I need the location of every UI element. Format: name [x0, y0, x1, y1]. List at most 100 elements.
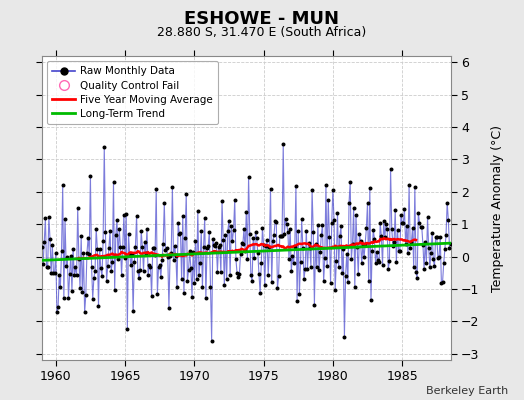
Point [190, 280, 199, 286]
Point [429, 256, 438, 262]
Point [297, 259, 305, 266]
Point [395, 248, 403, 254]
Point [330, 216, 338, 223]
Point [255, 271, 263, 278]
Point [174, 220, 182, 226]
Point [264, 272, 272, 278]
Point [63, 254, 71, 261]
Point [147, 293, 156, 299]
Point [89, 296, 97, 302]
Point [136, 267, 144, 273]
Point [79, 250, 88, 256]
Point [243, 256, 252, 262]
Point [172, 252, 180, 259]
Point [205, 229, 213, 235]
Point [76, 285, 84, 291]
Point [324, 196, 332, 203]
Point [235, 271, 244, 278]
Point [178, 276, 186, 283]
Point [269, 238, 277, 244]
Point [105, 245, 113, 252]
Point [359, 242, 367, 248]
Point [166, 252, 174, 259]
Point [157, 274, 165, 280]
Point [441, 246, 449, 252]
Point [300, 276, 308, 282]
Point [150, 245, 158, 252]
Point [48, 242, 57, 248]
Point [165, 304, 173, 311]
Text: 28.880 S, 31.470 E (South Africa): 28.880 S, 31.470 E (South Africa) [157, 26, 367, 39]
Point [369, 227, 377, 234]
Point [252, 228, 260, 235]
Point [307, 264, 315, 270]
Point [116, 244, 125, 250]
Point [344, 278, 352, 285]
Point [355, 231, 364, 238]
Point [385, 258, 394, 264]
Point [86, 172, 95, 179]
Point [137, 228, 145, 234]
Point [140, 239, 149, 245]
Point [188, 294, 196, 300]
Point [133, 212, 141, 219]
Point [435, 253, 443, 260]
Point [345, 199, 353, 206]
Point [337, 223, 345, 230]
Point [163, 254, 172, 260]
Point [287, 268, 296, 274]
Point [173, 284, 181, 290]
Point [384, 265, 392, 272]
Point [280, 231, 289, 238]
Point [85, 250, 93, 257]
Point [400, 206, 409, 212]
Point [187, 265, 195, 271]
Point [98, 273, 106, 280]
Point [201, 214, 209, 221]
Point [144, 272, 152, 278]
Point [271, 218, 279, 224]
Point [318, 222, 326, 228]
Point [101, 229, 110, 235]
Point [40, 239, 48, 246]
Point [230, 226, 238, 233]
Point [175, 231, 183, 237]
Point [152, 185, 160, 192]
Point [382, 220, 390, 227]
Point [219, 236, 227, 243]
Point [285, 256, 293, 262]
Point [49, 269, 58, 276]
Point [392, 258, 400, 265]
Point [352, 212, 360, 218]
Point [422, 260, 431, 266]
Point [291, 244, 299, 251]
Point [413, 275, 421, 281]
Point [299, 244, 307, 251]
Point [47, 270, 56, 276]
Point [317, 232, 325, 238]
Point [376, 220, 385, 226]
Point [131, 243, 139, 250]
Point [45, 214, 53, 220]
Point [211, 243, 220, 249]
Point [91, 268, 99, 274]
Point [182, 191, 190, 197]
Point [244, 174, 253, 180]
Point [431, 234, 440, 240]
Point [366, 185, 374, 191]
Point [347, 256, 356, 263]
Point [339, 246, 347, 252]
Point [428, 229, 436, 236]
Point [425, 264, 434, 270]
Point [107, 267, 115, 274]
Point [246, 231, 254, 238]
Point [234, 273, 243, 280]
Point [288, 253, 297, 260]
Point [138, 244, 147, 250]
Point [409, 264, 418, 270]
Point [209, 236, 217, 242]
Point [430, 263, 439, 270]
Point [266, 185, 275, 192]
Point [117, 272, 126, 278]
Point [39, 261, 47, 267]
